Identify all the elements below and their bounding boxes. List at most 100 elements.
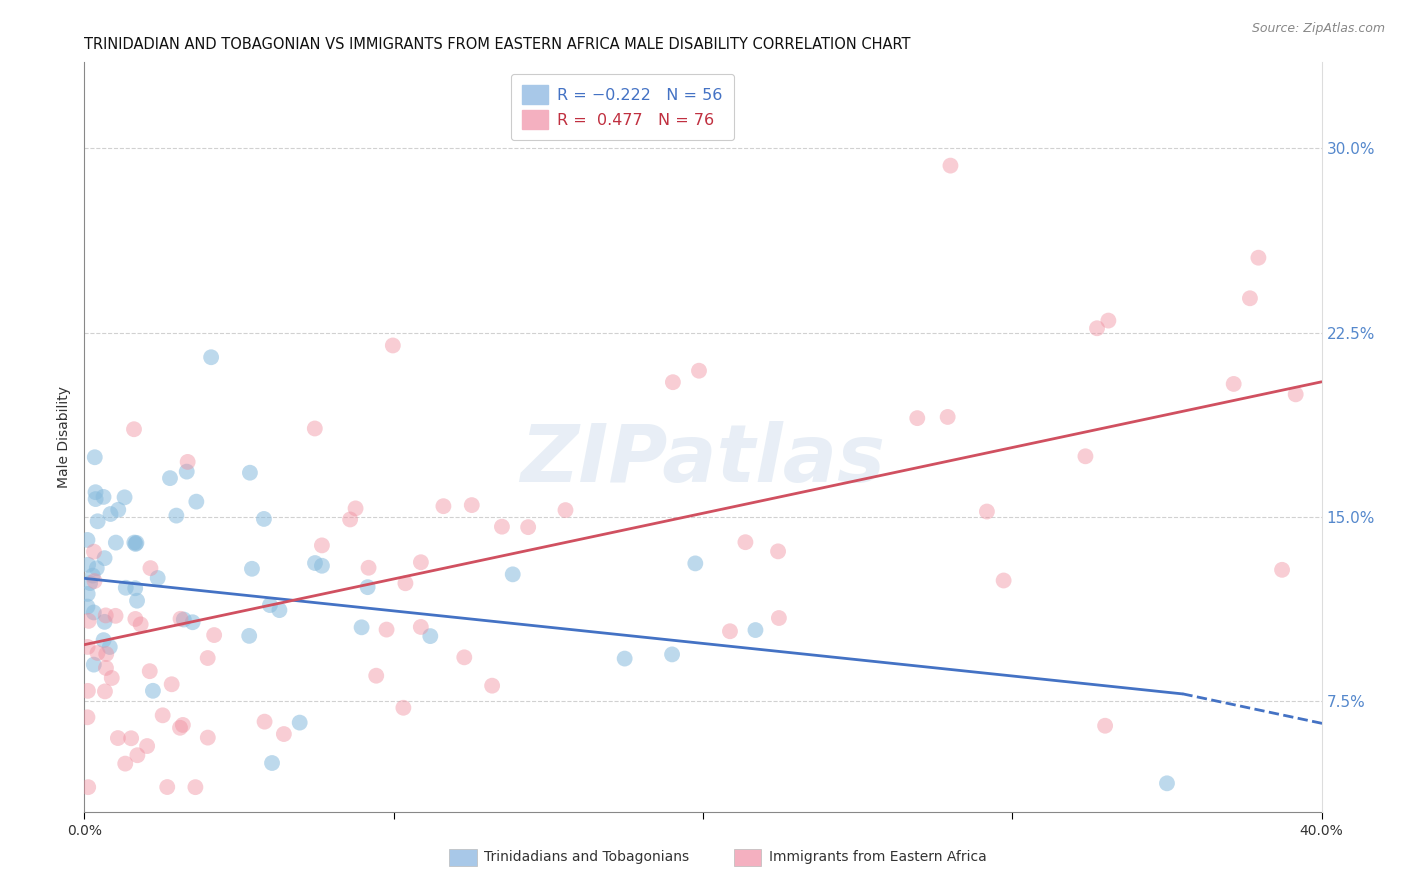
Point <box>1074 450 1097 464</box>
Point <box>311 558 333 573</box>
Point <box>76 710 98 724</box>
Point <box>1085 321 1108 335</box>
Point <box>253 714 276 729</box>
Point <box>120 731 142 746</box>
Point <box>124 581 146 595</box>
Point <box>304 556 326 570</box>
Point <box>273 727 295 741</box>
Point <box>176 455 198 469</box>
Point <box>202 628 225 642</box>
Point <box>375 623 398 637</box>
Point <box>662 375 685 389</box>
Point <box>409 555 432 569</box>
Point <box>107 502 129 516</box>
Point <box>159 471 181 485</box>
Point <box>197 651 219 665</box>
Point <box>83 574 105 588</box>
Point <box>127 748 149 763</box>
Point <box>661 648 683 662</box>
Point <box>1097 313 1119 327</box>
Point <box>976 504 998 518</box>
Point <box>240 562 263 576</box>
Point <box>1156 776 1178 790</box>
Point <box>357 560 380 574</box>
Point <box>77 614 100 628</box>
Point <box>125 536 148 550</box>
Point <box>1247 251 1270 265</box>
Point <box>936 409 959 424</box>
Point <box>100 507 122 521</box>
Point <box>93 633 115 648</box>
Point <box>77 558 100 572</box>
Point <box>184 780 207 794</box>
Point <box>269 603 291 617</box>
Point <box>288 715 311 730</box>
Point <box>491 519 513 533</box>
FancyBboxPatch shape <box>734 849 761 865</box>
Point <box>186 494 208 508</box>
Point <box>356 580 378 594</box>
Point <box>84 485 107 500</box>
Point <box>94 608 117 623</box>
Point <box>766 544 789 558</box>
Point <box>160 677 183 691</box>
Y-axis label: Male Disability: Male Disability <box>58 386 72 488</box>
Point <box>83 657 105 672</box>
Point <box>1222 376 1244 391</box>
Point <box>409 620 432 634</box>
Text: Source: ZipAtlas.com: Source: ZipAtlas.com <box>1251 22 1385 36</box>
Point <box>768 611 790 625</box>
Point <box>86 514 108 528</box>
Point <box>554 503 576 517</box>
Point <box>453 650 475 665</box>
Point <box>169 721 191 735</box>
Point <box>104 608 127 623</box>
Point <box>114 491 136 505</box>
Point <box>77 780 100 794</box>
Point <box>146 571 169 585</box>
Point <box>79 576 101 591</box>
Point <box>238 629 260 643</box>
Point <box>461 498 484 512</box>
Point <box>311 538 333 552</box>
Point <box>304 421 326 435</box>
Point <box>718 624 741 639</box>
Point <box>138 664 160 678</box>
Point <box>83 544 105 558</box>
Point <box>339 512 361 526</box>
Point <box>173 613 195 627</box>
Point <box>93 490 115 504</box>
Point <box>169 612 191 626</box>
Point <box>939 159 962 173</box>
Text: Trinidadians and Tobagonians: Trinidadians and Tobagonians <box>484 850 689 863</box>
Point <box>76 599 98 614</box>
Point <box>1271 563 1294 577</box>
Point <box>122 422 145 436</box>
Text: Immigrants from Eastern Africa: Immigrants from Eastern Africa <box>769 850 987 863</box>
Point <box>734 535 756 549</box>
Point <box>86 646 108 660</box>
Point <box>107 731 129 745</box>
Point <box>124 612 146 626</box>
Point <box>200 350 222 364</box>
Point <box>124 537 146 551</box>
Point <box>481 679 503 693</box>
Point <box>94 661 117 675</box>
Point <box>613 651 636 665</box>
Point <box>392 700 415 714</box>
Point <box>83 450 105 465</box>
Point <box>83 606 105 620</box>
Point <box>993 574 1015 588</box>
Point <box>419 629 441 643</box>
Point <box>98 640 121 654</box>
Point <box>93 615 115 629</box>
Point <box>260 756 283 770</box>
Point <box>104 535 127 549</box>
Point <box>82 568 104 582</box>
Point <box>142 683 165 698</box>
FancyBboxPatch shape <box>450 849 477 865</box>
Point <box>114 756 136 771</box>
Point <box>156 780 179 794</box>
Point <box>239 466 262 480</box>
Text: ZIPatlas: ZIPatlas <box>520 420 886 499</box>
